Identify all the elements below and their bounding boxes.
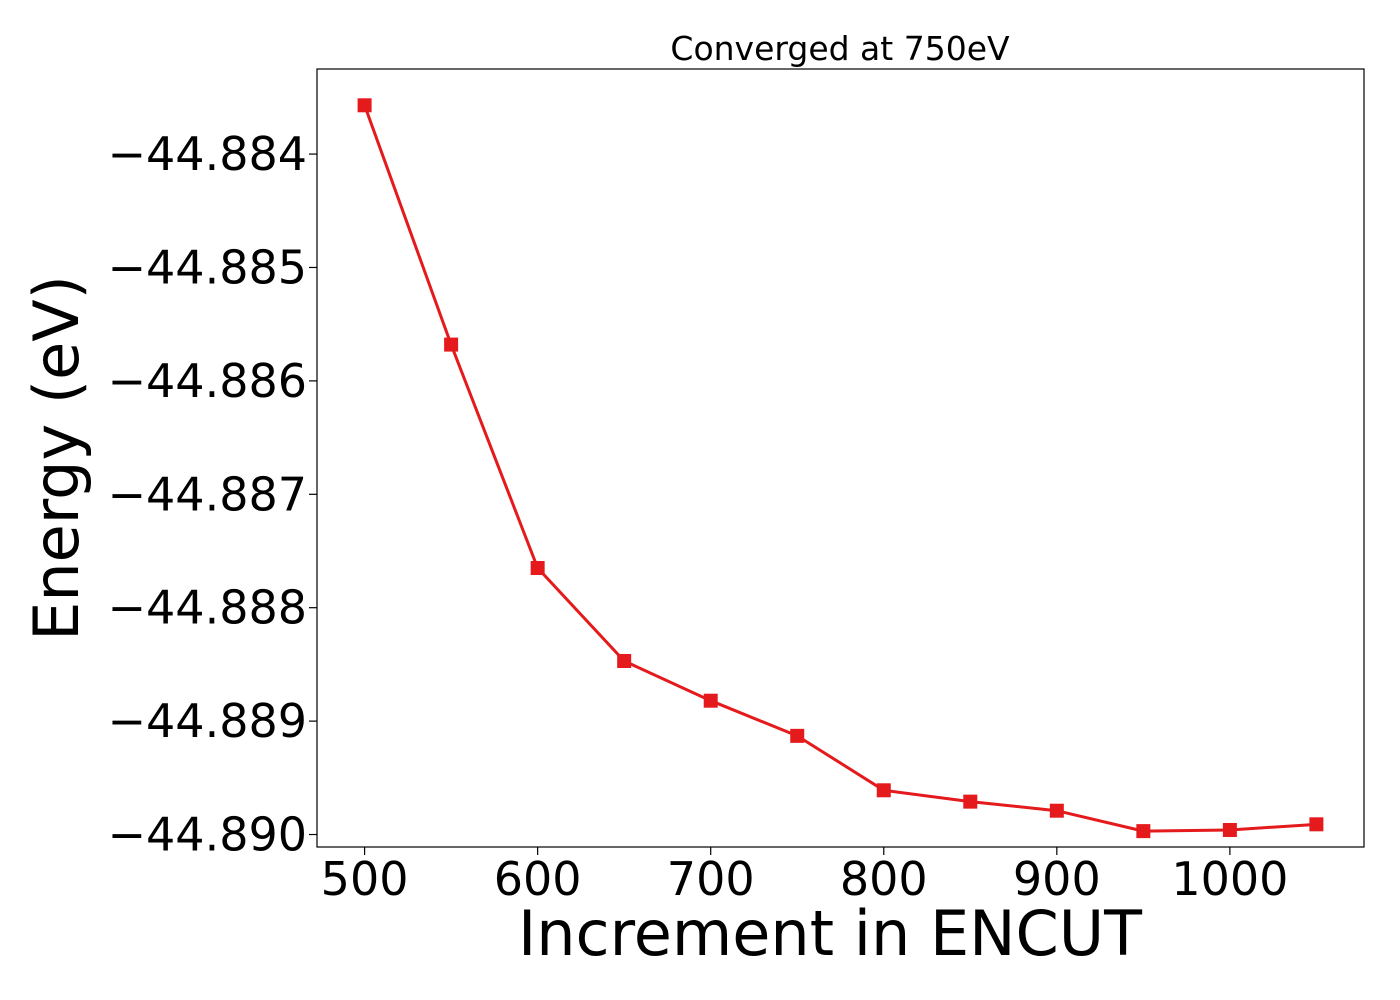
x-tick-label: 500: [321, 852, 409, 906]
y-tick-label: −44.890: [108, 808, 308, 862]
y-tick-label: −44.888: [108, 581, 308, 635]
y-tick-label: −44.887: [108, 467, 308, 521]
x-tick-label: 900: [1013, 852, 1101, 906]
x-axis-title: Increment in ENCUT: [518, 897, 1143, 970]
data-point-marker: [617, 654, 632, 669]
x-axis-ticks: 500 600 700 800 900 1000: [321, 847, 1288, 906]
data-point-marker: [790, 728, 805, 743]
data-point-marker: [703, 693, 718, 708]
series-line: [363, 104, 1317, 833]
data-point-marker: [876, 783, 891, 798]
data-point-marker: [1136, 824, 1151, 839]
x-tick-label: 600: [494, 852, 582, 906]
data-point-marker: [530, 561, 545, 576]
x-tick-label: 700: [667, 852, 755, 906]
data-point-marker: [1222, 822, 1237, 837]
data-point-marker: [1049, 803, 1064, 818]
data-point-marker: [357, 98, 372, 113]
y-axis-ticks: −44.884 −44.885 −44.886 −44.887 −44.888 −44.8…: [108, 127, 317, 862]
y-axis-title: Energy (eV): [20, 275, 93, 641]
y-tick-label: −44.886: [108, 354, 308, 408]
x-tick-label: 800: [840, 852, 928, 906]
series-markers: [357, 98, 1324, 839]
data-point-marker: [963, 794, 978, 809]
data-point-marker: [1309, 817, 1324, 832]
y-tick-label: −44.885: [108, 240, 308, 294]
data-point-marker: [444, 337, 459, 352]
x-tick-label: 1000: [1171, 852, 1288, 906]
chart-title: Converged at 750eV: [670, 29, 1010, 68]
plot-area-frame: [316, 68, 1365, 848]
y-tick-label: −44.889: [108, 694, 308, 748]
y-tick-label: −44.884: [108, 127, 308, 181]
